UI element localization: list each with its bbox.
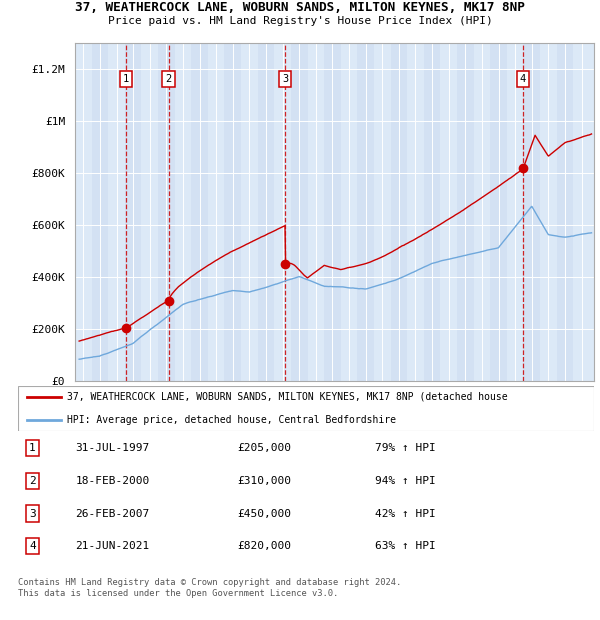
FancyBboxPatch shape bbox=[18, 386, 594, 431]
Text: 1: 1 bbox=[29, 443, 36, 453]
Text: £450,000: £450,000 bbox=[237, 508, 291, 518]
Bar bbox=[224, 43, 241, 381]
Text: This data is licensed under the Open Government Licence v3.0.: This data is licensed under the Open Gov… bbox=[18, 589, 338, 598]
Text: 4: 4 bbox=[520, 74, 526, 84]
Text: 42% ↑ HPI: 42% ↑ HPI bbox=[375, 508, 436, 518]
Text: 79% ↑ HPI: 79% ↑ HPI bbox=[375, 443, 436, 453]
Text: 21-JUN-2021: 21-JUN-2021 bbox=[76, 541, 150, 551]
Text: £205,000: £205,000 bbox=[237, 443, 291, 453]
Bar bbox=[490, 43, 507, 381]
Bar bbox=[257, 43, 274, 381]
Bar bbox=[424, 43, 440, 381]
Text: 2: 2 bbox=[166, 74, 172, 84]
Text: 18-FEB-2000: 18-FEB-2000 bbox=[76, 476, 150, 485]
Bar bbox=[523, 43, 540, 381]
Text: 31-JUL-1997: 31-JUL-1997 bbox=[76, 443, 150, 453]
Bar bbox=[358, 43, 374, 381]
Bar bbox=[191, 43, 208, 381]
Text: 3: 3 bbox=[29, 508, 36, 518]
Text: 2: 2 bbox=[29, 476, 36, 485]
Bar bbox=[457, 43, 473, 381]
Bar bbox=[158, 43, 175, 381]
Text: 3: 3 bbox=[282, 74, 288, 84]
Bar bbox=[92, 43, 108, 381]
Text: 37, WEATHERCOCK LANE, WOBURN SANDS, MILTON KEYNES, MK17 8NP (detached house: 37, WEATHERCOCK LANE, WOBURN SANDS, MILT… bbox=[67, 392, 508, 402]
Text: Contains HM Land Registry data © Crown copyright and database right 2024.: Contains HM Land Registry data © Crown c… bbox=[18, 578, 401, 587]
Text: 26-FEB-2007: 26-FEB-2007 bbox=[76, 508, 150, 518]
Text: 1: 1 bbox=[123, 74, 129, 84]
Text: 63% ↑ HPI: 63% ↑ HPI bbox=[375, 541, 436, 551]
Bar bbox=[291, 43, 308, 381]
Bar bbox=[391, 43, 407, 381]
Text: 37, WEATHERCOCK LANE, WOBURN SANDS, MILTON KEYNES, MK17 8NP: 37, WEATHERCOCK LANE, WOBURN SANDS, MILT… bbox=[75, 1, 525, 14]
Text: Price paid vs. HM Land Registry's House Price Index (HPI): Price paid vs. HM Land Registry's House … bbox=[107, 16, 493, 25]
Text: £820,000: £820,000 bbox=[237, 541, 291, 551]
Text: 94% ↑ HPI: 94% ↑ HPI bbox=[375, 476, 436, 485]
Bar bbox=[324, 43, 341, 381]
Bar bbox=[557, 43, 573, 381]
Text: £310,000: £310,000 bbox=[237, 476, 291, 485]
Text: 4: 4 bbox=[29, 541, 36, 551]
Bar bbox=[125, 43, 142, 381]
Text: HPI: Average price, detached house, Central Bedfordshire: HPI: Average price, detached house, Cent… bbox=[67, 415, 396, 425]
